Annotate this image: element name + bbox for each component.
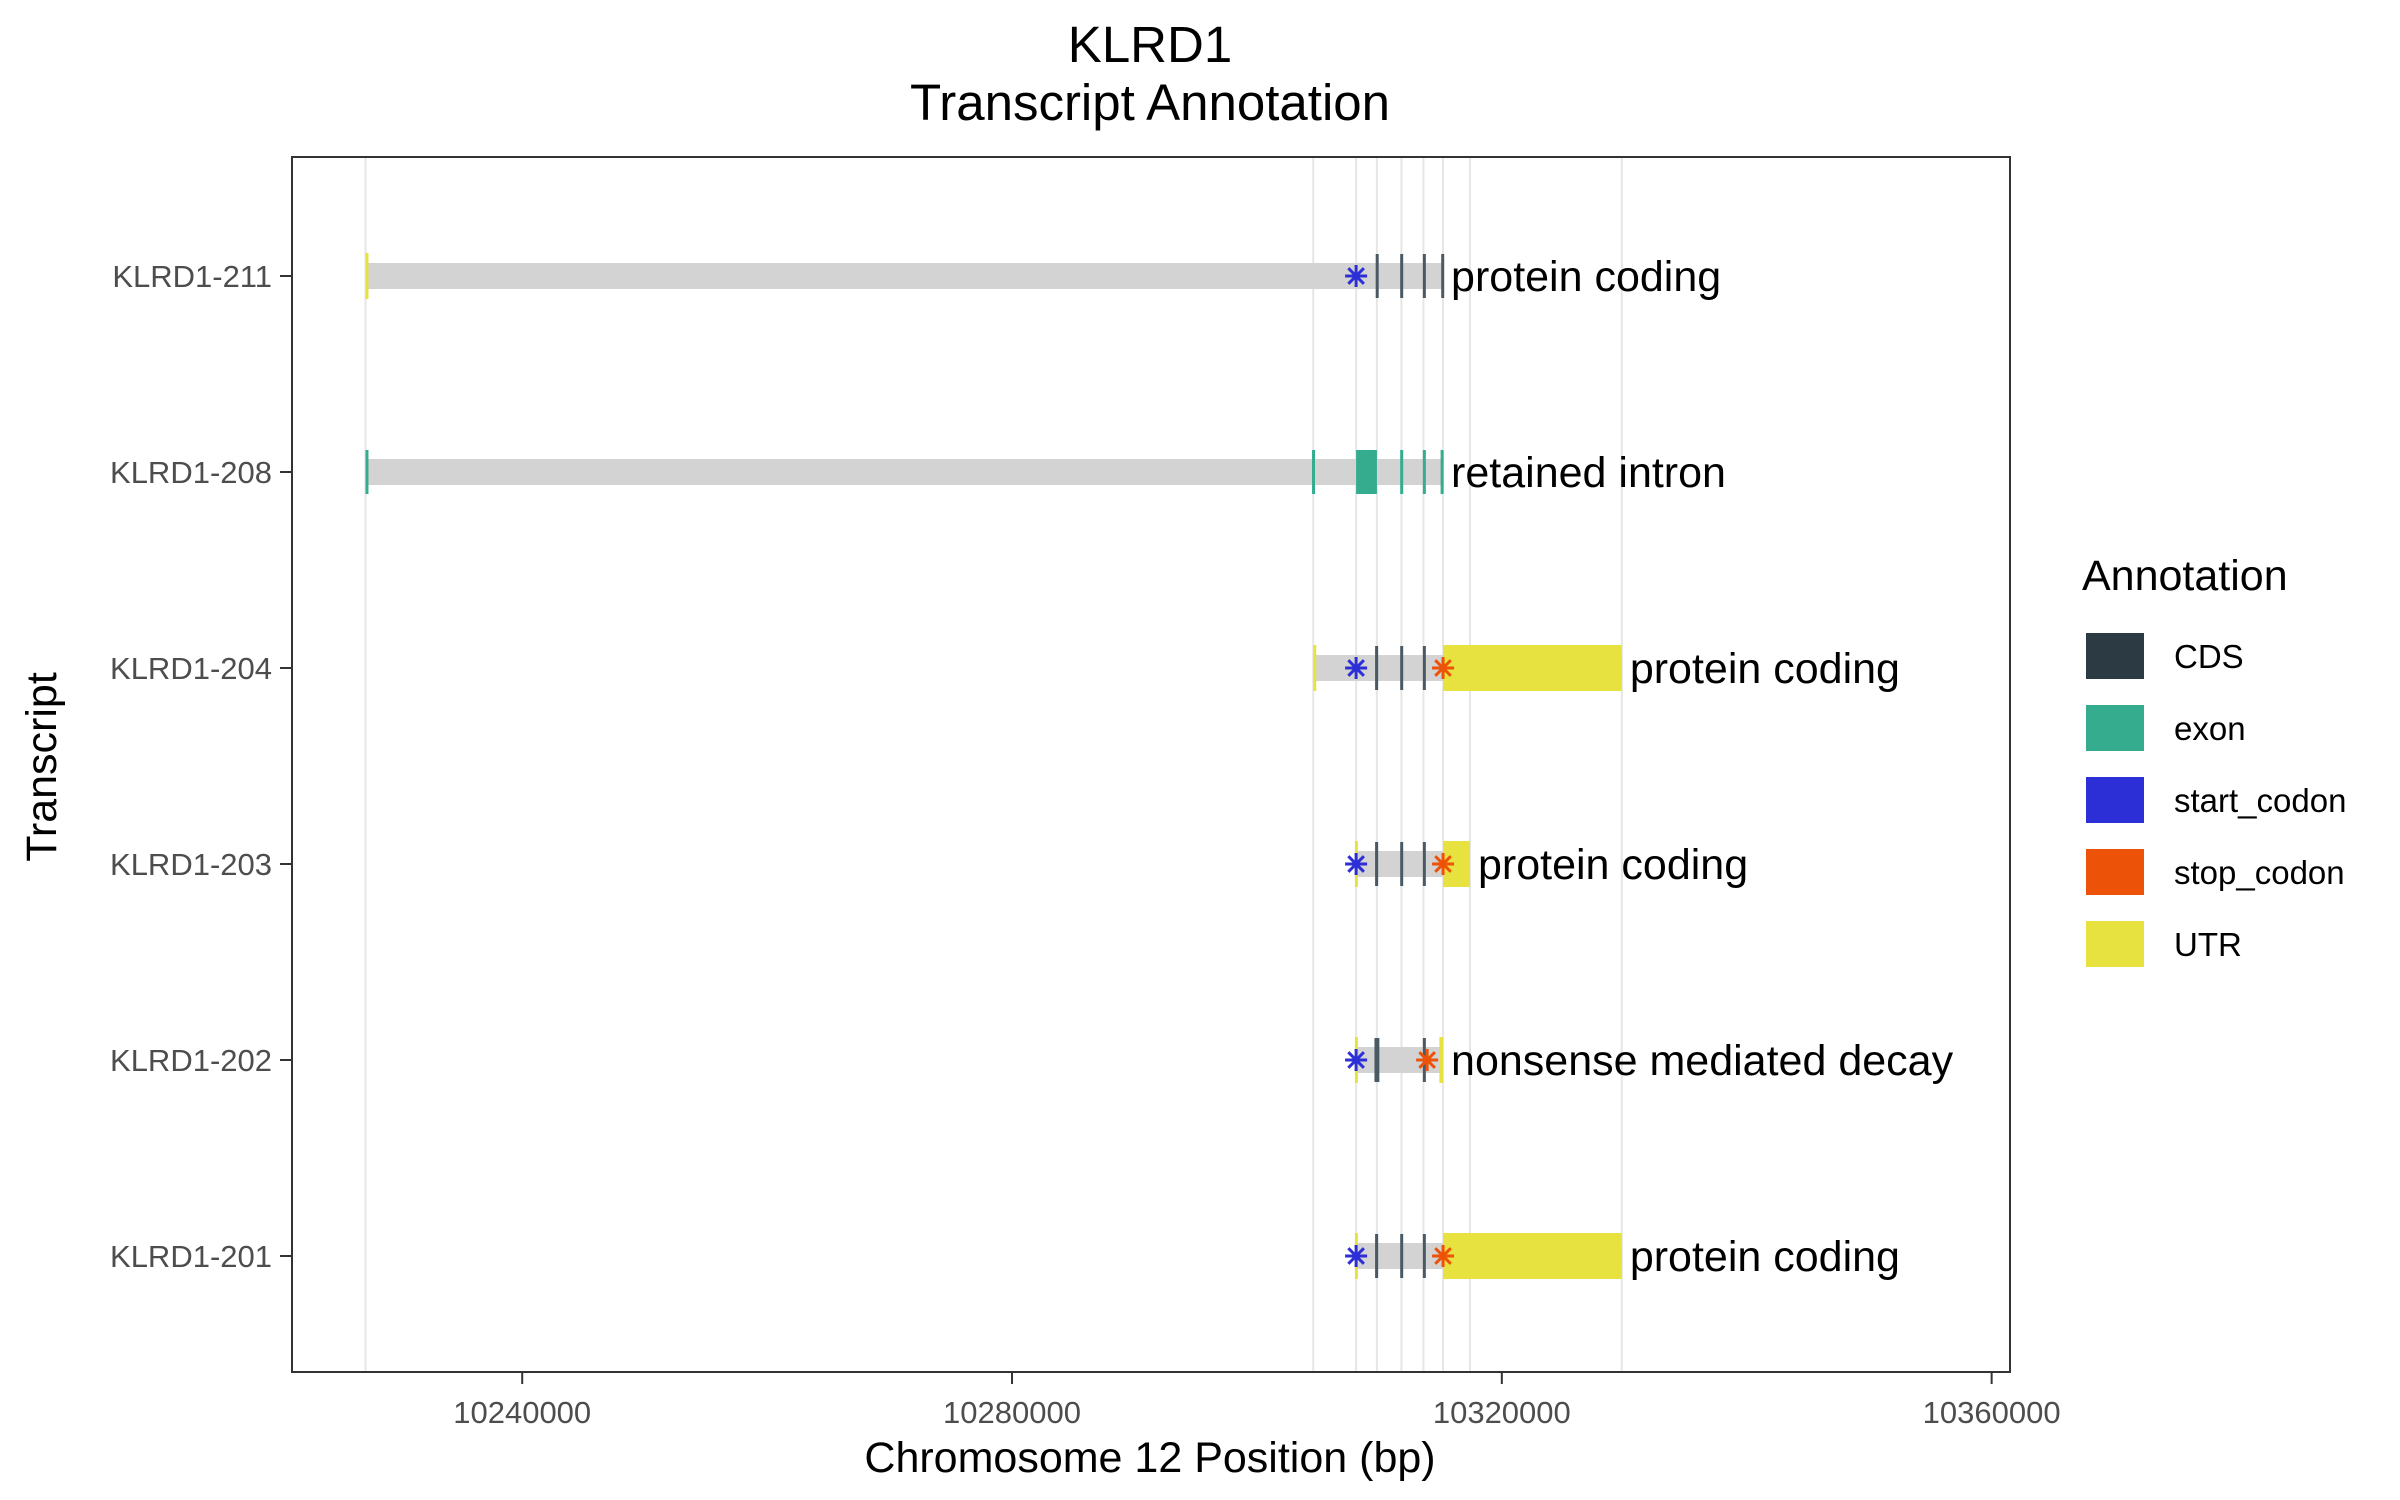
feature-exon-klrd1-208	[1440, 450, 1444, 494]
y-tick-label-klrd1-208: KLRD1-208	[110, 455, 272, 490]
start-codon-marker-klrd1-211	[1345, 265, 1368, 287]
feature-cds-klrd1-204	[1400, 646, 1404, 690]
transcript-body-klrd1-208	[365, 459, 1444, 485]
feature-cds-klrd1-202	[1374, 1038, 1380, 1082]
biotype-label-klrd1-211: protein coding	[1451, 253, 1721, 301]
codon-markers	[1345, 265, 1455, 1267]
transcript-tracks	[365, 253, 1622, 1279]
feature-exon-klrd1-208	[1400, 450, 1404, 494]
biotype-label-klrd1-208: retained intron	[1451, 449, 1726, 497]
feature-cds-klrd1-201	[1375, 1234, 1379, 1278]
y-tick-label-klrd1-201: KLRD1-201	[110, 1239, 272, 1274]
chart-subtitle: Transcript Annotation	[910, 74, 1390, 131]
legend-label-stop-codon: stop_codon	[2174, 854, 2345, 891]
codon-stroke	[1347, 855, 1365, 873]
feature-utr-klrd1-202	[1439, 1037, 1444, 1083]
legend-label-start-codon: start_codon	[2174, 782, 2346, 819]
feature-cds-klrd1-203	[1400, 842, 1404, 886]
y-tick-label-klrd1-202: KLRD1-202	[110, 1043, 272, 1078]
feature-cds-klrd1-201	[1422, 1234, 1426, 1278]
biotype-label-klrd1-202: nonsense mediated decay	[1451, 1037, 1954, 1085]
feature-cds-klrd1-203	[1375, 842, 1379, 886]
codon-stroke	[1434, 1247, 1452, 1265]
legend-key-exon	[2086, 705, 2144, 751]
stop-codon-marker-klrd1-203	[1432, 853, 1455, 875]
legend-key-stop-codon	[2086, 849, 2144, 895]
legend: Annotation CDS exon start_codon stop_codon U…	[2082, 552, 2346, 967]
stop-codon-marker-klrd1-201	[1432, 1245, 1455, 1267]
biotype-label-klrd1-204: protein coding	[1630, 645, 1900, 693]
start-codon-marker-klrd1-204	[1345, 657, 1368, 679]
legend-label-cds: CDS	[2174, 638, 2244, 675]
feature-cds-klrd1-211	[1422, 254, 1426, 298]
biotype-labels: protein coding retained intron protein cod…	[1451, 253, 1954, 1281]
transcript-body-klrd1-211	[365, 263, 1444, 289]
feature-cds-klrd1-204	[1375, 646, 1379, 690]
x-tick-label: 10280000	[943, 1395, 1081, 1430]
codon-stroke	[1434, 855, 1452, 873]
y-axis-title: Transcript	[18, 672, 66, 862]
legend-label-exon: exon	[2174, 710, 2246, 747]
feature-exon-klrd1-208	[365, 450, 369, 494]
start-codon-marker-klrd1-203	[1345, 853, 1368, 875]
y-tick-label-klrd1-203: KLRD1-203	[110, 847, 272, 882]
feature-exon-klrd1-208	[1356, 450, 1377, 494]
plot-panel	[291, 156, 2011, 1373]
start-codon-marker-klrd1-202	[1345, 1049, 1368, 1071]
legend-key-cds	[2086, 633, 2144, 679]
start-codon-marker-klrd1-201	[1345, 1245, 1368, 1267]
chart-title: KLRD1	[1068, 16, 1232, 73]
feature-cds-klrd1-211	[1441, 254, 1445, 298]
y-tick-label-klrd1-204: KLRD1-204	[110, 651, 272, 686]
axes: KLRD1-211 KLRD1-208 KLRD1-204 KLRD1-203 KLRD…	[110, 259, 2061, 1430]
x-tick-label: 10240000	[453, 1395, 591, 1430]
stop-codon-marker-klrd1-204	[1432, 657, 1455, 679]
legend-title: Annotation	[2082, 552, 2288, 600]
feature-exon-klrd1-208	[1312, 450, 1316, 494]
feature-cds-klrd1-203	[1422, 842, 1426, 886]
feature-exon-klrd1-208	[1422, 450, 1426, 494]
grid-lines	[364, 157, 1623, 1372]
codon-stroke	[1347, 1247, 1365, 1265]
feature-utr-klrd1-204	[1443, 645, 1622, 691]
legend-key-start-codon	[2086, 777, 2144, 823]
feature-utr-klrd1-204	[1313, 645, 1317, 691]
feature-cds-klrd1-201	[1400, 1234, 1404, 1278]
codon-stroke	[1347, 659, 1365, 677]
feature-cds-klrd1-211	[1400, 254, 1404, 298]
stop-codon-marker-klrd1-202	[1416, 1049, 1439, 1071]
codon-stroke	[1347, 267, 1365, 285]
x-tick-label: 10320000	[1433, 1395, 1571, 1430]
codon-stroke	[1418, 1051, 1436, 1069]
legend-key-utr	[2086, 921, 2144, 967]
x-tick-label: 10360000	[1923, 1395, 2061, 1430]
feature-cds-klrd1-204	[1422, 646, 1426, 690]
codon-stroke	[1347, 1051, 1365, 1069]
legend-label-utr: UTR	[2174, 926, 2242, 963]
x-axis-title: Chromosome 12 Position (bp)	[864, 1434, 1435, 1482]
biotype-label-klrd1-201: protein coding	[1630, 1233, 1900, 1281]
codon-stroke	[1434, 659, 1452, 677]
feature-utr-klrd1-211	[365, 253, 369, 299]
biotype-label-klrd1-203: protein coding	[1478, 841, 1748, 889]
y-tick-label-klrd1-211: KLRD1-211	[112, 259, 272, 294]
feature-utr-klrd1-201	[1443, 1233, 1622, 1279]
feature-cds-klrd1-211	[1375, 254, 1379, 298]
